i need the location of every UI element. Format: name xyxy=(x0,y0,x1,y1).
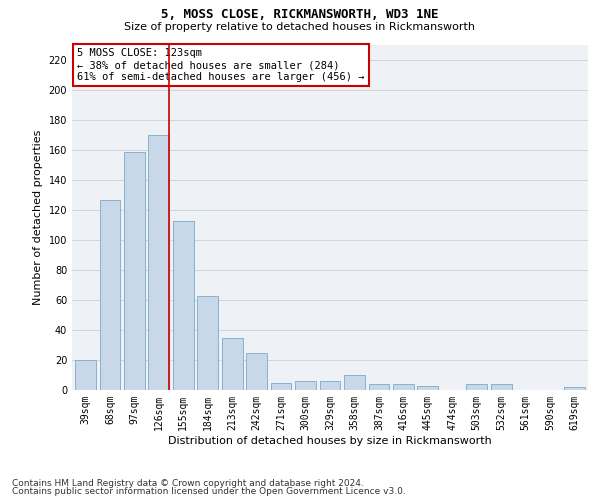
Text: Contains HM Land Registry data © Crown copyright and database right 2024.: Contains HM Land Registry data © Crown c… xyxy=(12,478,364,488)
Y-axis label: Number of detached properties: Number of detached properties xyxy=(33,130,43,305)
Text: 5 MOSS CLOSE: 123sqm
← 38% of detached houses are smaller (284)
61% of semi-deta: 5 MOSS CLOSE: 123sqm ← 38% of detached h… xyxy=(77,48,365,82)
Bar xyxy=(173,220,194,390)
Bar xyxy=(100,200,120,390)
Text: Size of property relative to detached houses in Rickmansworth: Size of property relative to detached ho… xyxy=(125,22,476,32)
X-axis label: Distribution of detached houses by size in Rickmansworth: Distribution of detached houses by size … xyxy=(168,436,492,446)
Bar xyxy=(148,135,169,390)
Bar xyxy=(368,384,389,390)
Bar xyxy=(466,384,487,390)
Bar xyxy=(564,387,585,390)
Bar xyxy=(418,386,438,390)
Bar xyxy=(75,360,96,390)
Bar xyxy=(491,384,512,390)
Text: Contains public sector information licensed under the Open Government Licence v3: Contains public sector information licen… xyxy=(12,487,406,496)
Bar xyxy=(344,375,365,390)
Bar xyxy=(320,381,340,390)
Bar xyxy=(271,382,292,390)
Bar xyxy=(246,352,267,390)
Bar xyxy=(393,384,414,390)
Bar xyxy=(222,338,242,390)
Bar xyxy=(197,296,218,390)
Bar xyxy=(124,152,145,390)
Text: 5, MOSS CLOSE, RICKMANSWORTH, WD3 1NE: 5, MOSS CLOSE, RICKMANSWORTH, WD3 1NE xyxy=(161,8,439,20)
Bar xyxy=(295,381,316,390)
